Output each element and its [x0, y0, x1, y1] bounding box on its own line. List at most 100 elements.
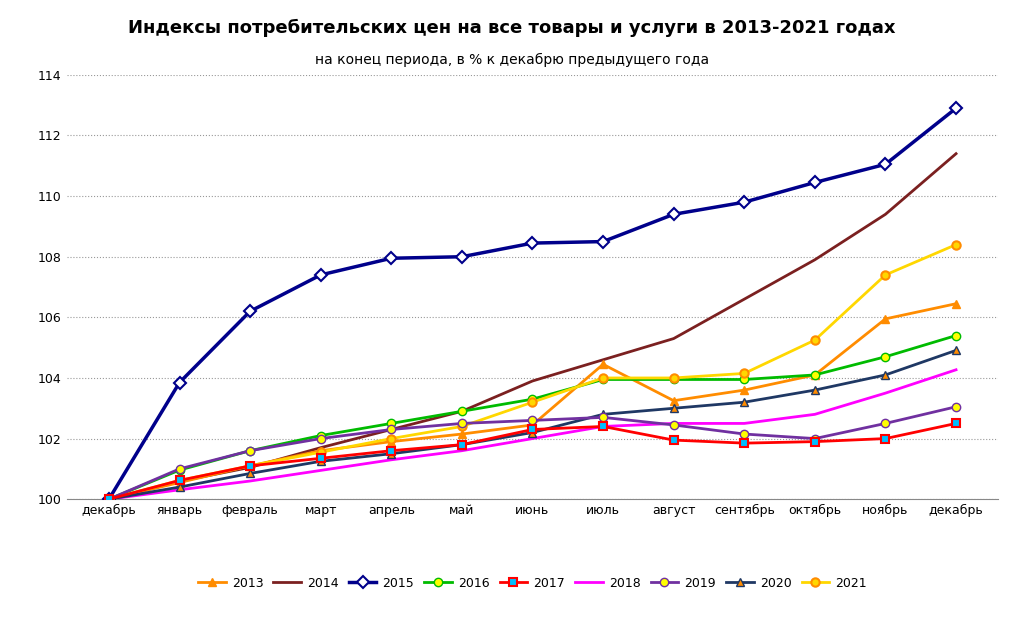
2016 [597, 376, 609, 383]
2015 [880, 160, 892, 168]
2014 [950, 150, 963, 157]
2014 [526, 378, 539, 385]
2014 [102, 495, 115, 503]
2019 [102, 495, 115, 503]
2016 [880, 353, 892, 361]
2013 [880, 315, 892, 323]
2020 [102, 495, 115, 503]
2021 [314, 449, 327, 456]
2018 [950, 366, 963, 374]
2018 [597, 422, 609, 430]
2013 [597, 361, 609, 368]
2019 [738, 431, 751, 438]
2014 [314, 444, 327, 451]
2016 [385, 420, 397, 427]
2013 [102, 495, 115, 503]
2015 [668, 210, 680, 218]
2020 [456, 441, 468, 449]
2017 [173, 477, 185, 484]
2021 [809, 336, 821, 344]
2021 [950, 241, 963, 248]
2015 [526, 240, 539, 247]
2019 [526, 417, 539, 424]
2018 [456, 447, 468, 454]
2013 [950, 300, 963, 308]
2016 [244, 447, 256, 454]
2016 [950, 332, 963, 339]
2015 [456, 253, 468, 260]
2016 [809, 371, 821, 379]
Line: 2013: 2013 [104, 300, 961, 504]
2014 [173, 477, 185, 485]
2021 [738, 369, 751, 377]
2020 [880, 371, 892, 379]
2021 [526, 399, 539, 406]
2021 [880, 271, 892, 279]
2014 [880, 210, 892, 218]
2021 [597, 374, 609, 382]
2015 [173, 379, 185, 386]
2018 [809, 411, 821, 418]
2017 [102, 495, 115, 503]
2014 [597, 356, 609, 364]
Line: 2019: 2019 [104, 402, 961, 504]
2017 [880, 435, 892, 442]
2017 [456, 441, 468, 449]
2018 [385, 456, 397, 464]
2017 [385, 447, 397, 454]
2016 [173, 466, 185, 474]
2017 [809, 438, 821, 446]
2013 [244, 462, 256, 470]
Line: 2017: 2017 [104, 419, 961, 504]
Line: 2018: 2018 [109, 370, 956, 499]
2019 [668, 421, 680, 429]
2021 [173, 477, 185, 484]
2015 [809, 178, 821, 186]
2013 [385, 438, 397, 446]
2020 [314, 457, 327, 465]
2018 [173, 486, 185, 494]
2019 [597, 414, 609, 421]
2019 [950, 403, 963, 411]
2013 [526, 421, 539, 429]
2014 [738, 295, 751, 303]
2014 [385, 426, 397, 433]
2015 [385, 255, 397, 262]
2016 [526, 396, 539, 403]
2019 [314, 435, 327, 442]
2021 [456, 422, 468, 430]
2018 [880, 389, 892, 397]
2016 [738, 376, 751, 383]
2017 [597, 422, 609, 430]
2019 [244, 447, 256, 454]
2016 [102, 495, 115, 503]
2018 [244, 477, 256, 485]
2013 [738, 386, 751, 394]
Text: на конец периода, в % к декабрю предыдущего года: на конец периода, в % к декабрю предыдущ… [315, 53, 709, 67]
2018 [526, 435, 539, 442]
2017 [738, 439, 751, 447]
2020 [668, 404, 680, 412]
2014 [456, 407, 468, 415]
2017 [668, 436, 680, 444]
2019 [385, 426, 397, 433]
Text: Индексы потребительских цен на все товары и услуги в 2013-2021 годах: Индексы потребительских цен на все товар… [128, 19, 896, 37]
2018 [314, 467, 327, 474]
2016 [314, 432, 327, 439]
2013 [314, 447, 327, 454]
Legend: 2013, 2014, 2015, 2016, 2017, 2018, 2019, 2020, 2021: 2013, 2014, 2015, 2016, 2017, 2018, 2019… [194, 572, 871, 595]
2015 [597, 238, 609, 245]
2020 [173, 484, 185, 491]
2016 [456, 407, 468, 415]
2019 [173, 465, 185, 472]
Line: 2014: 2014 [109, 154, 956, 499]
2020 [597, 411, 609, 418]
2017 [314, 454, 327, 462]
Line: 2021: 2021 [104, 240, 961, 504]
2014 [244, 464, 256, 471]
2015 [102, 495, 115, 503]
2017 [950, 420, 963, 427]
2020 [738, 399, 751, 406]
2015 [950, 104, 963, 112]
Line: 2020: 2020 [104, 346, 961, 504]
